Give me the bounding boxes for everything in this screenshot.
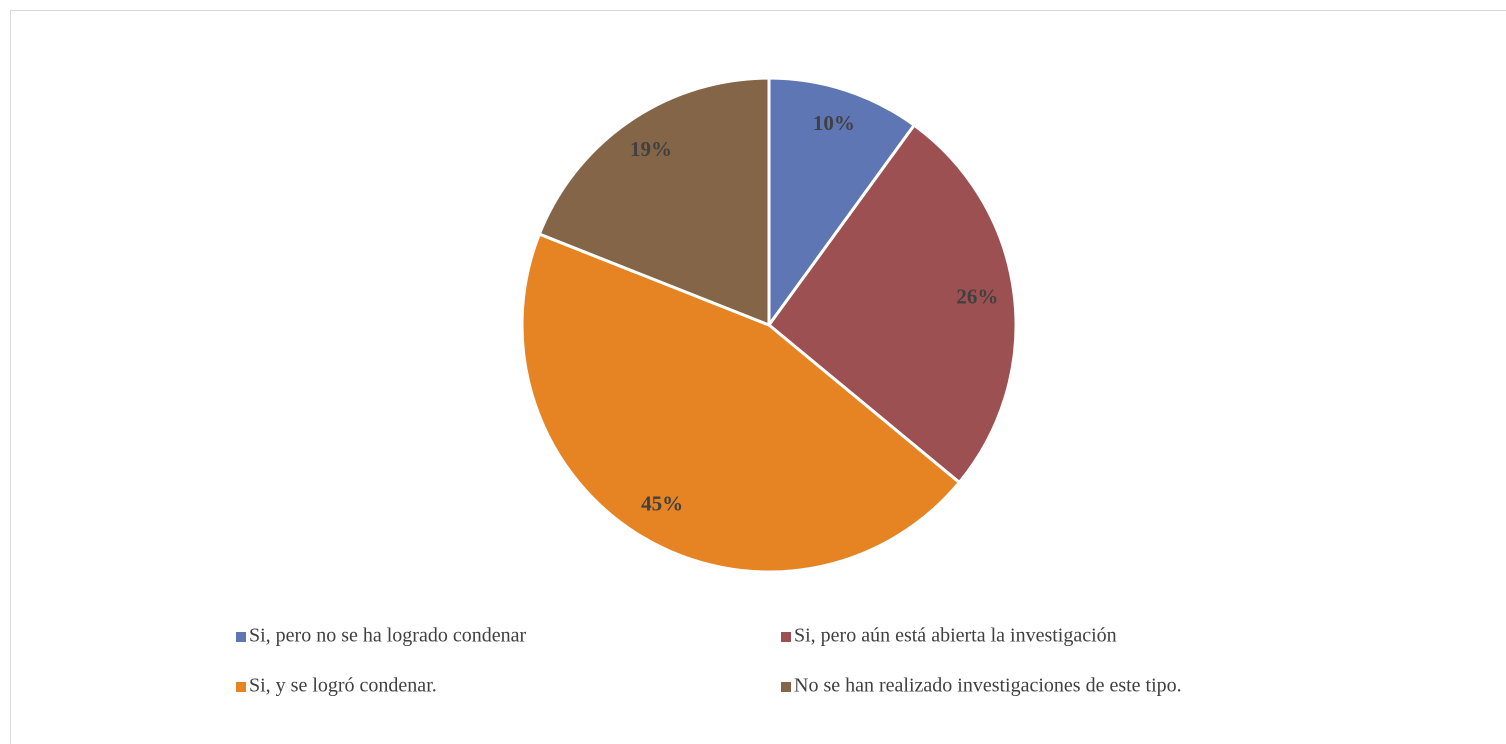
pie-slice [520,232,962,574]
legend-label: No se han realizado investigaciones de e… [794,675,1182,697]
data-label: 10% [813,111,855,135]
legend-marker [781,632,791,642]
legend-marker [781,682,791,692]
pie-slice [537,76,771,328]
pie-slice [767,76,917,330]
data-label: 45% [641,492,683,516]
data-label: 19% [630,137,672,161]
legend-marker [236,682,246,692]
legend-label: Si, pero aún está abierta la investigaci… [794,625,1117,647]
data-label: 26% [956,284,998,308]
pie-slice [766,123,1018,485]
legend-marker [236,632,246,642]
legend-label: Si, y se logró condenar. [249,675,437,697]
legend-label: Si, pero no se ha logrado condenar [249,625,526,647]
